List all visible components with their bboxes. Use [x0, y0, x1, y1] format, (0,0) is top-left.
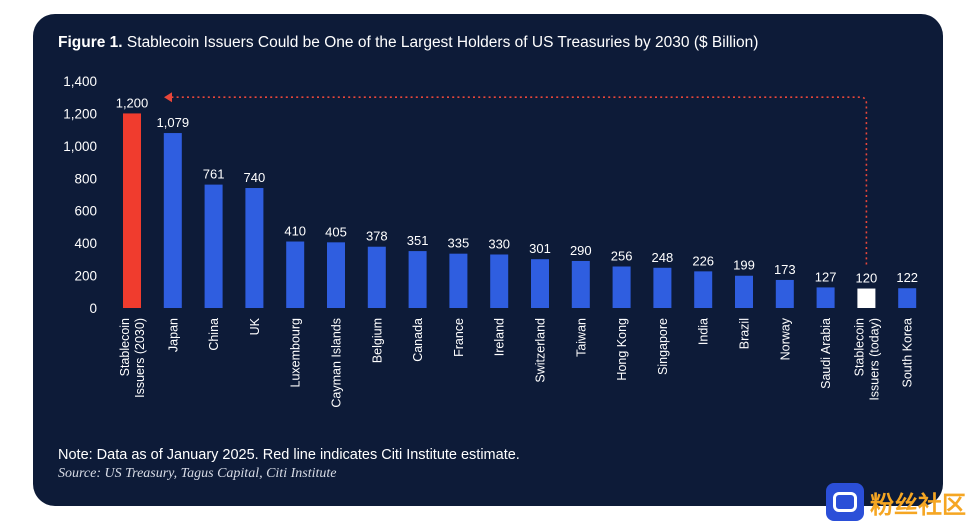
- x-category-label: Taiwan: [574, 318, 588, 357]
- x-category-label: Singapore: [656, 318, 670, 375]
- y-tick-label: 200: [74, 269, 97, 284]
- y-tick-label: 600: [74, 204, 97, 219]
- figure-title: Stablecoin Issuers Could be One of the L…: [126, 34, 759, 51]
- value-label: 248: [652, 250, 674, 265]
- value-label: 256: [611, 248, 633, 263]
- value-label: 127: [815, 269, 837, 284]
- chart-panel: [33, 14, 943, 506]
- x-category-label: Saudi Arabia: [819, 318, 833, 389]
- value-label: 378: [366, 229, 388, 244]
- bar-china: [204, 184, 223, 308]
- bars-group: [123, 113, 917, 308]
- x-category-label: India: [697, 318, 711, 345]
- value-label: 226: [692, 253, 714, 268]
- bar-norway: [775, 279, 794, 308]
- value-label: 199: [733, 258, 755, 273]
- bar-japan: [163, 133, 182, 308]
- value-label: 335: [448, 236, 470, 251]
- x-category-label: Hong Kong: [615, 318, 629, 381]
- category-labels-group: StablecoinIssuers (2030) Japan China UK Luxe…: [118, 317, 915, 407]
- bar-uk: [245, 188, 264, 308]
- value-label: 405: [325, 224, 347, 239]
- x-category-label: Cayman Islands: [330, 318, 344, 408]
- y-tick-label: 1,200: [63, 106, 97, 121]
- x-category-label: StablecoinIssuers (today): [852, 318, 881, 401]
- y-tick-label: 1,000: [63, 139, 97, 154]
- bar-cayman-islands: [327, 242, 345, 308]
- bar-luxembourg: [286, 241, 305, 308]
- bar-switzerland: [531, 259, 549, 308]
- arrowhead-icon: [164, 92, 172, 103]
- x-category-label: Switzerland: [534, 318, 548, 383]
- value-label: 1,200: [116, 95, 149, 110]
- x-category-label: Brazil: [738, 318, 752, 349]
- bar-canada: [408, 251, 427, 308]
- x-category-label: StablecoinIssuers (2030): [118, 318, 147, 398]
- value-label: 120: [856, 271, 878, 286]
- y-tick-label: 0: [89, 301, 97, 316]
- bar-india: [694, 271, 713, 308]
- estimate-dotted-line: [171, 96, 868, 265]
- value-labels-group: 1,200 1,079 761 740 410 405 378 351 335 330 301 290…: [116, 95, 918, 285]
- y-tick-label: 400: [74, 236, 97, 251]
- y-tick-label: 1,400: [63, 74, 97, 89]
- x-category-label: China: [207, 318, 221, 351]
- value-label: 330: [488, 236, 510, 251]
- x-category-label: France: [452, 318, 466, 357]
- x-category-label: Japan: [166, 318, 180, 352]
- value-label: 410: [284, 224, 306, 239]
- x-category-label: Norway: [778, 317, 792, 360]
- bar-saudi-arabia: [816, 287, 835, 308]
- value-label: 290: [570, 243, 592, 258]
- chart-note: Note: Data as of January 2025. Red line …: [58, 447, 520, 463]
- bar-ireland: [490, 254, 509, 308]
- value-label: 301: [529, 241, 551, 256]
- bar-taiwan: [571, 260, 590, 308]
- y-tick-label: 800: [74, 171, 97, 186]
- figure-label: Figure 1.: [58, 34, 123, 51]
- value-label: 740: [244, 170, 266, 185]
- bar-belgium: [367, 246, 386, 308]
- x-category-label: UK: [248, 317, 262, 335]
- bar-singapore: [653, 267, 672, 308]
- estimate-arrow-annotation: [164, 92, 868, 265]
- bar-stablecoin-issuers-2030: [123, 113, 141, 308]
- bar-south-korea: [898, 288, 917, 308]
- value-label: 351: [407, 233, 429, 248]
- bar-france: [449, 253, 468, 308]
- value-label: 173: [774, 262, 796, 277]
- bar-hong-kong: [612, 266, 631, 308]
- x-category-label: South Korea: [901, 318, 915, 388]
- x-category-label: Canada: [411, 318, 425, 362]
- bar-brazil: [735, 275, 753, 308]
- value-label: 122: [896, 270, 918, 285]
- bar-stablecoin-issuers-today: [857, 288, 876, 308]
- watermark: 粉丝社区: [826, 482, 966, 522]
- watermark-logo-icon: [826, 483, 864, 521]
- y-axis: 0 200 400 600 800 1,000 1,200 1,400: [63, 74, 97, 316]
- x-category-label: Luxembourg: [289, 318, 303, 388]
- chart-source: Source: US Treasury, Tagus Capital, Citi…: [58, 466, 337, 481]
- value-label: 1,079: [157, 115, 190, 130]
- chart-title: Figure 1. Stablecoin Issuers Could be On…: [58, 34, 758, 52]
- x-category-label: Belgium: [370, 318, 384, 363]
- value-label: 761: [203, 167, 225, 182]
- watermark-text: 粉丝社区: [870, 490, 966, 519]
- x-category-label: Ireland: [493, 318, 507, 356]
